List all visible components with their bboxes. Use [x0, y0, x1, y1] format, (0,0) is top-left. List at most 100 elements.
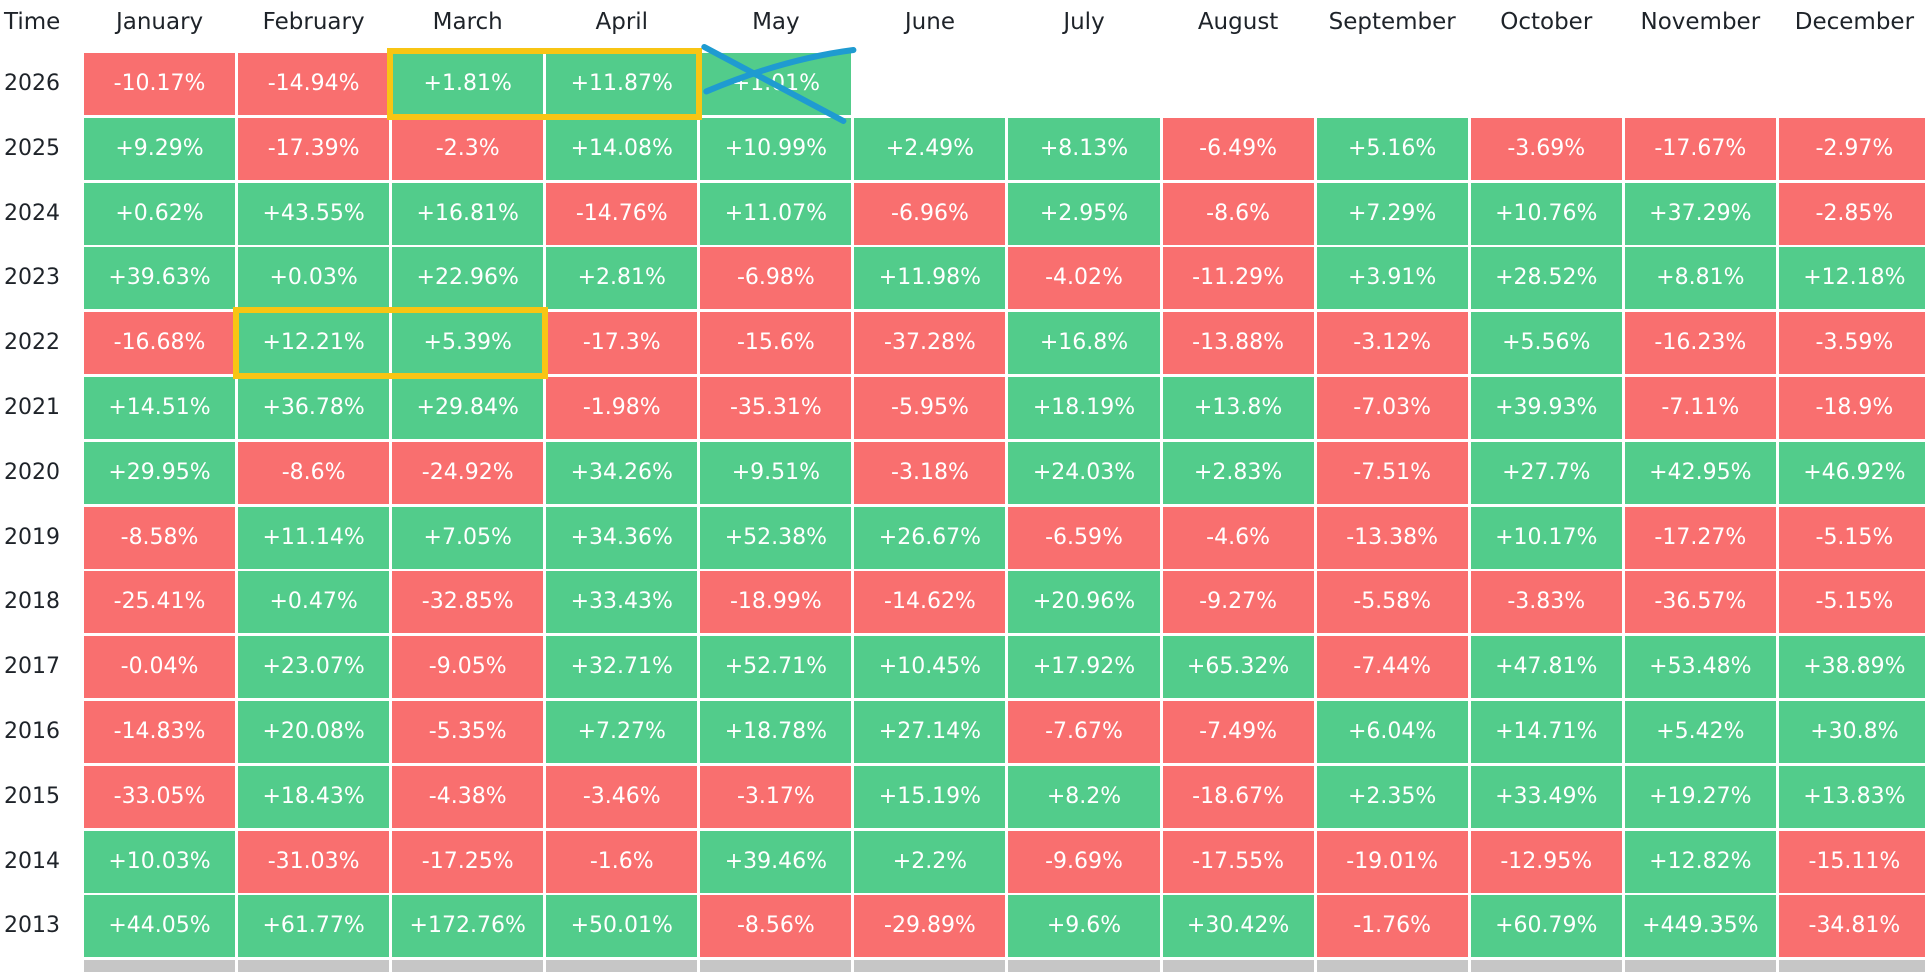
- cell-2024-october: +10.76%: [1470, 182, 1622, 245]
- year-label-2015: 2015: [4, 783, 60, 809]
- month-header-september: September: [1328, 9, 1456, 35]
- cell-2024-april: -14.76%: [546, 182, 698, 245]
- cell-2025-october: -3.69%: [1470, 117, 1622, 180]
- month-header-april: April: [595, 9, 649, 35]
- cell-2024-january: +0.62%: [84, 182, 236, 245]
- cell-2019-november: -17.27%: [1624, 506, 1776, 569]
- cell-2025-september: +5.16%: [1316, 117, 1468, 180]
- cell-2017-july: +17.92%: [1008, 636, 1160, 699]
- cell-2014-november: +12.82%: [1624, 830, 1776, 893]
- cell-2014-february: -31.03%: [238, 830, 390, 893]
- cell-2021-september: -7.03%: [1316, 377, 1468, 439]
- cell-2020-january: +29.95%: [84, 441, 236, 504]
- cell-2017-june: +10.45%: [854, 636, 1006, 699]
- cell-2014-april: -1.6%: [546, 830, 698, 893]
- cell-2024-may: +11.07%: [700, 182, 852, 245]
- cell-2025-november: -17.67%: [1624, 117, 1776, 180]
- cell-2021-may: -35.31%: [700, 377, 852, 439]
- cell-2021-april: -1.98%: [546, 377, 698, 439]
- cell-2026-may: +1.01%: [700, 53, 852, 115]
- cell-2025-may: +10.99%: [700, 117, 852, 180]
- year-label-2018: 2018: [4, 589, 60, 615]
- cell-2015-may: -3.17%: [700, 765, 852, 828]
- cell-2013-august: +30.42%: [1162, 895, 1314, 958]
- cell-2013-july: +9.6%: [1008, 895, 1160, 958]
- cell-2020-march: -24.92%: [392, 441, 544, 504]
- footer-row-cell: [392, 960, 544, 973]
- cell-2016-july: -7.67%: [1008, 701, 1160, 763]
- cell-2013-march: +172.76%: [392, 895, 544, 958]
- month-header-october: October: [1500, 9, 1593, 35]
- cell-2013-november: +449.35%: [1624, 895, 1776, 958]
- cell-2019-june: +26.67%: [854, 506, 1006, 569]
- corner-header: Time: [4, 9, 61, 35]
- cell-2024-november: +37.29%: [1624, 182, 1776, 245]
- cell-2019-october: +10.17%: [1470, 506, 1622, 569]
- cell-2016-february: +20.08%: [238, 701, 390, 763]
- cell-2017-october: +47.81%: [1470, 636, 1622, 699]
- month-header-august: August: [1197, 9, 1279, 35]
- cell-2014-march: -17.25%: [392, 830, 544, 893]
- cell-2022-october: +5.56%: [1470, 312, 1622, 375]
- cell-2025-july: +8.13%: [1008, 117, 1160, 180]
- cell-2018-july: +20.96%: [1008, 571, 1160, 634]
- footer-row-cell: [1624, 960, 1776, 973]
- cell-2023-january: +39.63%: [84, 247, 236, 310]
- cell-2015-january: -33.05%: [84, 765, 236, 828]
- cell-2025-december: -2.97%: [1778, 117, 1925, 180]
- cell-2021-november: -7.11%: [1624, 377, 1776, 439]
- cell-2019-may: +52.38%: [700, 506, 852, 569]
- month-header-january: January: [115, 9, 204, 35]
- cell-2020-december: +46.92%: [1778, 441, 1925, 504]
- cell-2017-december: +38.89%: [1778, 636, 1925, 699]
- cell-2015-july: +8.2%: [1008, 765, 1160, 828]
- cell-2021-january: +14.51%: [84, 377, 236, 439]
- cell-2020-september: -7.51%: [1316, 441, 1468, 504]
- year-label-2017: 2017: [4, 654, 60, 680]
- cell-2018-november: -36.57%: [1624, 571, 1776, 634]
- cell-2021-august: +13.8%: [1162, 377, 1314, 439]
- cell-2018-february: +0.47%: [238, 571, 390, 634]
- cell-2022-june: -37.28%: [854, 312, 1006, 375]
- cell-2014-september: -19.01%: [1316, 830, 1468, 893]
- cell-2018-january: -25.41%: [84, 571, 236, 634]
- cell-2026-march: +1.81%: [392, 53, 544, 115]
- year-label-2013: 2013: [4, 913, 60, 939]
- cell-2019-december: -5.15%: [1778, 506, 1925, 569]
- cell-2016-january: -14.83%: [84, 701, 236, 763]
- cell-2016-october: +14.71%: [1470, 701, 1622, 763]
- cell-2020-november: +42.95%: [1624, 441, 1776, 504]
- cell-2023-february: +0.03%: [238, 247, 390, 310]
- cell-2016-march: -5.35%: [392, 701, 544, 763]
- cell-2017-august: +65.32%: [1162, 636, 1314, 699]
- cell-2016-june: +27.14%: [854, 701, 1006, 763]
- cell-2026-february: -14.94%: [238, 53, 390, 115]
- cell-2013-december: -34.81%: [1778, 895, 1925, 958]
- cell-2024-march: +16.81%: [392, 182, 544, 245]
- cell-2020-august: +2.83%: [1162, 441, 1314, 504]
- cell-2021-june: -5.95%: [854, 377, 1006, 439]
- cell-2026-april: +11.87%: [546, 53, 698, 115]
- month-header-may: May: [752, 9, 800, 35]
- cell-2018-may: -18.99%: [700, 571, 852, 634]
- cell-2022-september: -3.12%: [1316, 312, 1468, 375]
- cell-2026-january: -10.17%: [84, 53, 236, 115]
- cell-2016-august: -7.49%: [1162, 701, 1314, 763]
- year-label-2026: 2026: [4, 71, 60, 96]
- cell-2018-december: -5.15%: [1778, 571, 1925, 634]
- cell-2013-may: -8.56%: [700, 895, 852, 958]
- cell-2017-february: +23.07%: [238, 636, 390, 699]
- cell-2016-december: +30.8%: [1778, 701, 1925, 763]
- cell-2025-march: -2.3%: [392, 117, 544, 180]
- cell-2022-december: -3.59%: [1778, 312, 1925, 375]
- cell-2019-july: -6.59%: [1008, 506, 1160, 569]
- cell-2020-june: -3.18%: [854, 441, 1006, 504]
- year-label-2014: 2014: [4, 848, 60, 874]
- cell-2021-october: +39.93%: [1470, 377, 1622, 439]
- cell-2019-april: +34.36%: [546, 506, 698, 569]
- cell-2025-april: +14.08%: [546, 117, 698, 180]
- cell-2022-april: -17.3%: [546, 312, 698, 375]
- cell-2023-may: -6.98%: [700, 247, 852, 310]
- cell-2022-august: -13.88%: [1162, 312, 1314, 375]
- cell-2023-march: +22.96%: [392, 247, 544, 310]
